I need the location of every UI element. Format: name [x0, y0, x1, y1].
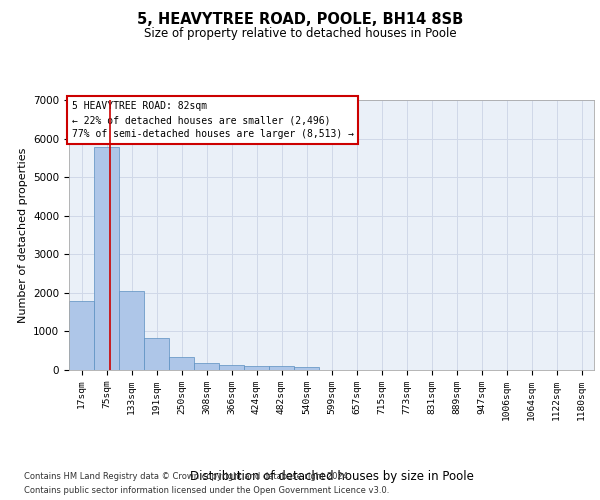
Text: Size of property relative to detached houses in Poole: Size of property relative to detached ho… — [143, 28, 457, 40]
Bar — [119, 290, 144, 370]
Bar — [294, 367, 319, 370]
Bar — [94, 147, 119, 370]
Y-axis label: Number of detached properties: Number of detached properties — [17, 148, 28, 322]
Text: 5, HEAVYTREE ROAD, POOLE, BH14 8SB: 5, HEAVYTREE ROAD, POOLE, BH14 8SB — [137, 12, 463, 28]
Bar — [194, 363, 219, 370]
Bar — [169, 357, 194, 370]
Text: 5 HEAVYTREE ROAD: 82sqm
← 22% of detached houses are smaller (2,496)
77% of semi: 5 HEAVYTREE ROAD: 82sqm ← 22% of detache… — [71, 102, 353, 140]
Bar — [69, 302, 94, 370]
Bar — [244, 366, 269, 370]
Bar — [144, 338, 169, 370]
Text: Contains HM Land Registry data © Crown copyright and database right 2024.: Contains HM Land Registry data © Crown c… — [24, 472, 350, 481]
Bar — [219, 366, 244, 370]
Text: Contains public sector information licensed under the Open Government Licence v3: Contains public sector information licen… — [24, 486, 389, 495]
X-axis label: Distribution of detached houses by size in Poole: Distribution of detached houses by size … — [190, 470, 473, 483]
Bar — [269, 366, 294, 370]
